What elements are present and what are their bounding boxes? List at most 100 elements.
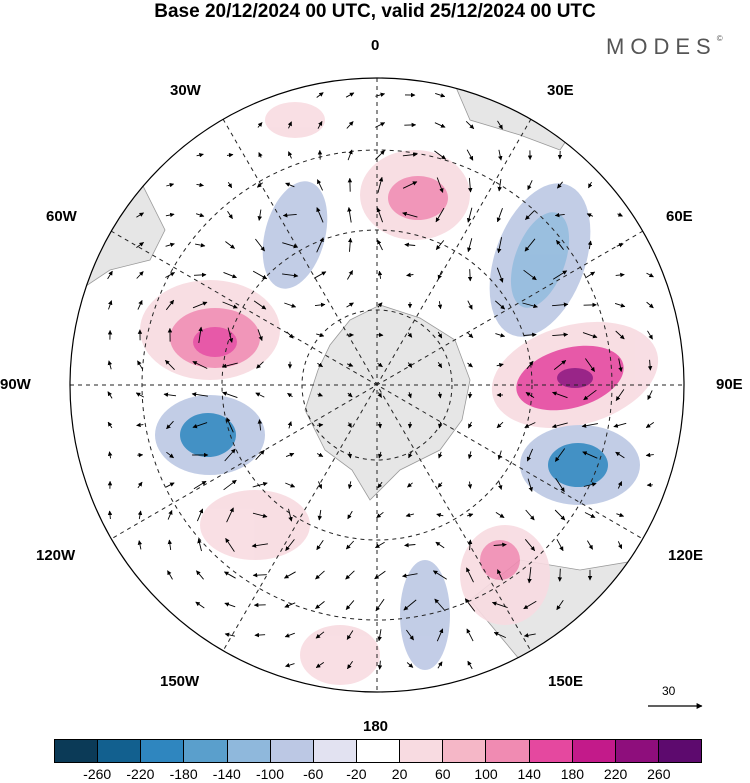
lon-label-180: 180: [363, 718, 389, 735]
wind-arrow: [226, 417, 234, 433]
wind-arrow: [435, 207, 445, 223]
wind-arrow: [252, 270, 268, 280]
wind-arrow: [285, 539, 295, 551]
positive-anomaly: [265, 102, 325, 138]
wind-arrow: [556, 539, 564, 552]
wind-arrow: [137, 540, 143, 550]
wind-arrow: [224, 602, 236, 608]
wind-arrow: [583, 389, 597, 401]
wind-arrow: [646, 301, 654, 309]
wind-arrow: [346, 630, 354, 640]
wind-arrow: [467, 269, 473, 282]
wind-arrow: [108, 300, 113, 310]
wind-arrow: [107, 510, 113, 520]
colorbar-tick-label: -60: [303, 766, 324, 782]
wind-arrow: [378, 451, 383, 459]
wind-arrow: [436, 628, 444, 642]
wind-arrow: [437, 331, 443, 339]
wind-arrow: [315, 601, 325, 609]
logo-text: MODES: [606, 34, 717, 59]
wind-arrow: [588, 181, 593, 189]
wind-arrow: [226, 507, 234, 523]
wind-arrow: [255, 392, 265, 398]
lon-label-0: 0: [371, 37, 380, 54]
wind-arrow: [495, 333, 506, 338]
wind-arrow: [251, 543, 268, 548]
wind-arrow: [347, 237, 353, 252]
wind-arrow: [377, 302, 383, 308]
lon-label-60w: 60W: [46, 208, 77, 225]
wind-arrow: [466, 207, 473, 223]
map-title: Base 20/12/2024 00 UTC, valid 25/12/2024…: [154, 1, 596, 22]
colorbar: [54, 739, 702, 763]
wind-arrow: [377, 481, 383, 489]
wind-arrow: [525, 210, 535, 220]
wind-arrow: [554, 448, 566, 462]
wind-arrow: [377, 239, 383, 251]
wind-arrow: [257, 209, 262, 221]
wind-arrow: [436, 177, 444, 193]
wind-arrow: [615, 330, 625, 340]
wind-arrow: [288, 151, 293, 159]
wind-arrow: [556, 239, 564, 250]
wind-arrow: [285, 452, 295, 458]
wind-arrow: [437, 362, 443, 369]
wind-arrow: [317, 509, 323, 521]
wind-arrow: [495, 512, 505, 518]
wind-arrow: [436, 512, 444, 518]
wind-arrow: [136, 242, 144, 248]
colorbar-segment: [400, 740, 444, 762]
wind-arrow: [497, 569, 503, 581]
colorbar-tick-label: 20: [391, 766, 408, 782]
wind-arrow: [527, 567, 532, 584]
colorbar-segment: [98, 740, 142, 762]
colorbar-segment: [141, 740, 185, 762]
wind-arrow: [227, 211, 233, 220]
negative-anomaly: [262, 181, 328, 289]
wind-arrow: [315, 631, 325, 639]
wind-arrow: [375, 150, 385, 160]
wind-arrow: [282, 273, 299, 278]
wind-arrow: [347, 422, 352, 428]
reference-vector-label: 30: [662, 684, 676, 698]
wind-arrow: [523, 600, 537, 610]
wind-arrow: [406, 629, 414, 641]
wind-arrow: [345, 92, 355, 98]
polar-map: [69, 77, 703, 709]
wind-arrow: [375, 598, 385, 612]
wind-arrow: [437, 421, 443, 429]
wind-arrow: [496, 362, 504, 368]
positive-anomaly: [193, 327, 237, 357]
colorbar-tick-label: 60: [435, 766, 451, 782]
wind-arrow: [467, 539, 473, 551]
wind-arrow: [617, 481, 623, 489]
wind-arrow: [552, 391, 568, 399]
wind-arrow: [284, 302, 297, 308]
colorbar-segment: [615, 740, 659, 762]
wind-arrow: [525, 509, 535, 521]
colorbar-segment: [356, 740, 401, 762]
wind-arrow: [377, 392, 382, 398]
wind-arrow: [615, 451, 625, 459]
wind-arrow: [374, 570, 386, 580]
wind-arrow: [224, 571, 236, 579]
wind-arrow: [222, 301, 238, 309]
wind-arrow: [316, 332, 325, 338]
wind-arrow: [316, 237, 324, 253]
wind-arrow: [557, 568, 563, 582]
wind-arrow: [432, 570, 447, 580]
wind-arrow: [437, 301, 443, 310]
wind-arrow: [525, 392, 535, 398]
wind-arrow: [498, 149, 503, 161]
wind-arrow: [196, 508, 204, 522]
colorbar-tick-label: 140: [517, 766, 541, 782]
wind-arrow: [526, 360, 534, 370]
wind-arrow: [255, 449, 265, 461]
colorbar-tick-label: -20: [346, 766, 367, 782]
wind-arrow: [347, 481, 353, 490]
wind-arrow: [377, 176, 384, 193]
wind-arrow: [404, 542, 416, 548]
wind-arrow: [166, 182, 175, 188]
wind-arrow: [586, 213, 594, 218]
wind-arrow: [107, 391, 113, 399]
